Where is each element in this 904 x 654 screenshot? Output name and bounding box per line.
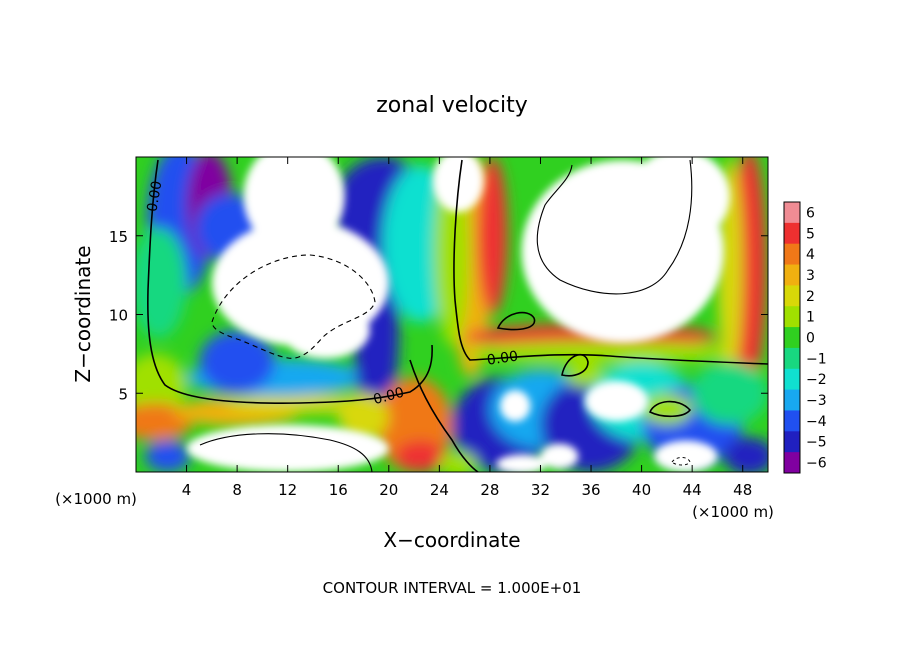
velocity-cell-33 [439, 451, 478, 472]
saturated-region-1 [243, 157, 345, 252]
colorbar-label-0: 6 [806, 205, 815, 221]
colorbar-swatch-11 [784, 431, 800, 453]
velocity-cell-3 [136, 227, 187, 339]
velocity-cell-4 [136, 353, 187, 417]
colorbar-label-7: −1 [806, 351, 827, 367]
x-tick-label-8: 8 [232, 481, 242, 499]
x-tick-label-44: 44 [683, 481, 702, 499]
x-tick-label-24: 24 [430, 481, 449, 499]
colorbar: 6 5 4 3 2 1 0 −1 −2 −3 −4 −5 −6 [783, 201, 827, 474]
colorbar-swatch-3 [784, 264, 800, 286]
contour-loop-2 [561, 353, 589, 377]
colorbar-label-3: 3 [806, 268, 815, 284]
x-axis-unit-label: (×1000 m) [692, 503, 774, 521]
x-axis-title: X−coordinate [383, 528, 520, 552]
y-tick-label-10: 10 [109, 307, 128, 325]
zero-contour-right [453, 159, 768, 365]
zero-contour-center [409, 359, 479, 472]
colorbar-label-8: −2 [806, 372, 827, 388]
colorbar-swatch-0 [784, 202, 800, 224]
colorbar-swatch-5 [784, 306, 800, 328]
contour-labels: 0.00 0.00 0.00 [144, 180, 519, 409]
contour-dashed-left [211, 254, 376, 359]
colorbar-swatch-1 [784, 222, 800, 245]
velocity-field [136, 157, 768, 472]
velocity-cell-16 [338, 393, 389, 441]
colorbar-swatch-6 [784, 327, 800, 349]
contour-lines [147, 159, 768, 472]
y-tick-label-15: 15 [109, 228, 128, 246]
saturated-region-5 [628, 157, 731, 244]
x-tick-label-48: 48 [733, 481, 752, 499]
x-tick-label-16: 16 [329, 481, 348, 499]
x-tick-label-32: 32 [531, 481, 550, 499]
x-origin-unit-label: (×1000 m) [55, 490, 137, 508]
colorbar-swatch-12 [784, 452, 800, 474]
saturated-region-9 [654, 440, 718, 472]
contour-label-2: 0.00 [372, 385, 406, 409]
colorbar-swatch-10 [784, 410, 800, 432]
contour-upper-right [536, 159, 693, 295]
colorbar-label-2: 4 [806, 247, 815, 263]
colorbar-label-4: 2 [806, 289, 815, 305]
saturated-region-10 [540, 443, 579, 469]
colorbar-label-5: 1 [806, 310, 815, 326]
contour-interval-note: CONTOUR INTERVAL = 1.000E+01 [323, 579, 582, 597]
colorbar-frame [783, 201, 801, 474]
saturated-regions [186, 157, 731, 472]
colorbar-swatch-4 [784, 285, 800, 307]
contour-loop-3 [648, 400, 692, 418]
saturated-region-3 [433, 157, 484, 213]
colorbar-label-10: −4 [806, 414, 827, 430]
colorbar-swatch-8 [784, 368, 800, 391]
x-tick-label-12: 12 [278, 481, 297, 499]
contour-bottom-left [199, 433, 373, 472]
saturated-region-6 [186, 424, 389, 472]
x-tick-label-4: 4 [182, 481, 192, 499]
x-tick-label-36: 36 [581, 481, 600, 499]
colorbar-swatch-9 [784, 389, 800, 411]
x-tick-label-20: 20 [379, 481, 398, 499]
velocity-cell-32 [723, 437, 768, 472]
colorbar-label-9: −3 [806, 393, 827, 409]
x-tick-label-28: 28 [480, 481, 499, 499]
y-axis: 5 10 15 [109, 228, 768, 403]
velocity-cell-30 [641, 393, 693, 425]
colorbar-label-1: 5 [806, 226, 815, 242]
velocity-cell-18 [477, 157, 508, 315]
chart-title: zonal velocity [376, 93, 528, 118]
velocity-cell-10 [199, 330, 276, 394]
saturated-region-2 [281, 301, 370, 359]
colorbar-label-12: −6 [806, 456, 827, 472]
velocity-cell-8 [144, 440, 191, 472]
saturated-region-8 [500, 390, 531, 422]
x-axis: 4 8 12 16 20 24 28 32 36 40 44 48 [182, 157, 752, 499]
y-axis-title: Z−coordinate [71, 245, 95, 382]
velocity-cell-29 [692, 361, 768, 425]
x-tick-label-40: 40 [632, 481, 651, 499]
plot-area: 0.00 0.00 0.00 [136, 157, 768, 472]
colorbar-swatch-7 [784, 347, 800, 370]
contour-dashed-small [671, 457, 691, 466]
velocity-cell-31 [565, 361, 604, 387]
colorbar-label-6: 0 [806, 331, 815, 347]
velocity-cell-21 [464, 341, 743, 364]
saturated-region-7 [584, 380, 648, 422]
colorbar-swatch-2 [784, 243, 800, 266]
colorbar-label-11: −5 [806, 435, 827, 451]
contour-label-1: 0.00 [486, 349, 519, 369]
velocity-cell-15 [395, 440, 446, 472]
velocity-cell-7 [224, 394, 377, 414]
contour-label-0: 0.00 [144, 180, 165, 213]
contour-loop-1 [496, 311, 536, 331]
zero-contour-left [147, 159, 433, 404]
y-tick-label-5: 5 [118, 385, 128, 403]
saturated-region-11 [496, 454, 547, 472]
